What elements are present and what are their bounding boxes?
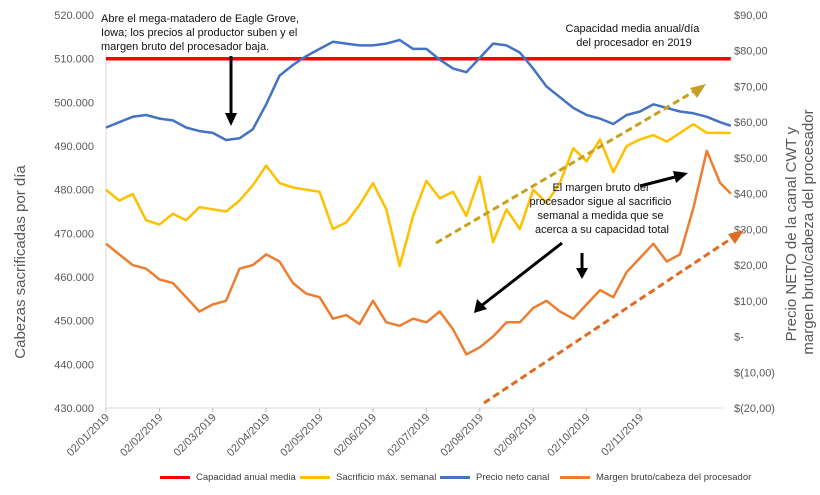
left-tick-label: 470.000 [54, 228, 94, 240]
left-tick-label: 490.000 [54, 141, 94, 153]
right-tick-label: $60,00 [734, 117, 768, 129]
right-tick-label: $90,00 [734, 10, 768, 22]
right-axis: $(20,00) $(10,00) $- $10,00 $20,00 $30,00 $40,… [734, 10, 775, 415]
margin-arrow-left-head [474, 299, 487, 313]
right-axis-title-line: Precio NETO de la canal CWT y [783, 126, 800, 341]
eagle-grove-arrow-head [225, 113, 237, 126]
x-tick-label: 02/06/2019 [332, 412, 379, 459]
annotation-line: procesador sigue al sacrificio [530, 196, 672, 208]
legend: Capacidad anual media Sacrificio máx. se… [0, 472, 820, 488]
legend-label: Margen bruto/cabeza del procesador [596, 472, 752, 483]
x-tick-label: 02/03/2019 [172, 412, 219, 459]
left-tick-label: 430.000 [54, 403, 94, 415]
annotation-line: Abre el mega-matadero de Eagle Grove, [101, 13, 299, 25]
right-tick-label: $80,00 [734, 46, 768, 58]
right-tick-label: $40,00 [734, 189, 768, 201]
left-tick-label: 520.000 [54, 10, 94, 22]
trend-arrow-lower-head [728, 230, 744, 244]
right-tick-label: $(20,00) [734, 403, 775, 415]
right-axis-title: Precio NETO de la canal CWT y margen bru… [783, 109, 817, 354]
annotation-eagle-grove: Abre el mega-matadero de Eagle Grove, Io… [101, 13, 302, 53]
right-tick-label: $20,00 [734, 260, 768, 272]
annotation-line: semanal a medida que se [537, 210, 663, 222]
annotation-line: margen bruto del procesador baja. [101, 41, 269, 53]
margin-arrow-left [480, 241, 563, 308]
left-axis: 430.000 440.000 450.000 460.000 470.000 480.0… [54, 10, 94, 415]
left-tick-label: 500.000 [54, 97, 94, 109]
legend-swatch [160, 476, 190, 479]
annotation-line: El margen bruto del [552, 182, 648, 194]
x-tick-label: 02/04/2019 [225, 412, 272, 459]
x-tick-label: 02/07/2019 [385, 412, 432, 459]
right-tick-label: $50,00 [734, 153, 768, 165]
right-tick-label: $(10,00) [734, 367, 775, 379]
right-axis-title-line: margen bruto/cabeza del procesador [800, 109, 817, 354]
trend-arrows [435, 84, 744, 405]
legend-swatch [560, 476, 590, 479]
margin-arrow-right [639, 175, 676, 188]
plot-area [105, 15, 723, 409]
legend-label: Sacrificio máx. semanal [336, 472, 437, 483]
annotation-line: acerca a su capacidad total [535, 224, 669, 236]
annotation-margin: El margen bruto del procesador sigue al … [530, 182, 675, 236]
trend-arrow-upper-head [690, 84, 706, 98]
right-tick-label: $- [734, 332, 744, 344]
right-tick-label: $70,00 [734, 81, 768, 93]
legend-item-capacity: Capacidad anual media [160, 472, 296, 483]
left-tick-label: 460.000 [54, 272, 94, 284]
margin-arrow-down-head [576, 268, 588, 279]
x-tick-label: 02/05/2019 [278, 412, 325, 459]
trend-arrow-upper [435, 86, 701, 245]
annotation-line: Capacidad media anual/día [566, 23, 701, 35]
legend-item-net-price: Precio neto canal [440, 472, 549, 483]
right-tick-label: $30,00 [734, 224, 768, 236]
legend-swatch [300, 476, 330, 479]
x-tick-label: 02/08/2019 [439, 412, 486, 459]
left-tick-label: 510.000 [54, 54, 94, 66]
legend-label: Precio neto canal [476, 472, 550, 483]
series-margin-line [105, 149, 732, 356]
legend-item-margin: Margen bruto/cabeza del procesador [560, 472, 751, 483]
legend-label: Capacidad anual media [196, 472, 296, 483]
x-tick-label: 02/10/2019 [545, 412, 592, 459]
left-axis-title: Cabezas sacrificadas por día [12, 165, 29, 359]
annotation-arrows [225, 56, 688, 313]
legend-swatch [440, 476, 470, 479]
right-tick-label: $10,00 [734, 296, 768, 308]
series-group [105, 38, 732, 356]
annotation-capacity: Capacidad media anual/día del procesador… [566, 23, 703, 49]
trend-arrow-lower [483, 232, 739, 405]
x-tick-label: 02/02/2019 [118, 412, 165, 459]
x-tick-label: 02/11/2019 [599, 412, 646, 459]
annotation-line: Iowa; los precios al productor suben y e… [101, 27, 297, 39]
series-net-price-line [105, 38, 732, 142]
left-tick-label: 440.000 [54, 359, 94, 371]
annotation-line: del procesador en 2019 [576, 37, 692, 49]
x-tick-label: 02/09/2019 [492, 412, 539, 459]
margin-arrow-right-head [673, 171, 688, 183]
x-tick-label: 02/01/2019 [65, 412, 112, 459]
left-tick-label: 480.000 [54, 185, 94, 197]
series-max-weekly-line [105, 122, 731, 268]
x-axis: 02/01/2019 02/02/2019 02/03/2019 02/04/2019… [65, 408, 646, 459]
legend-item-max-weekly: Sacrificio máx. semanal [300, 472, 436, 483]
left-tick-label: 450.000 [54, 316, 94, 328]
